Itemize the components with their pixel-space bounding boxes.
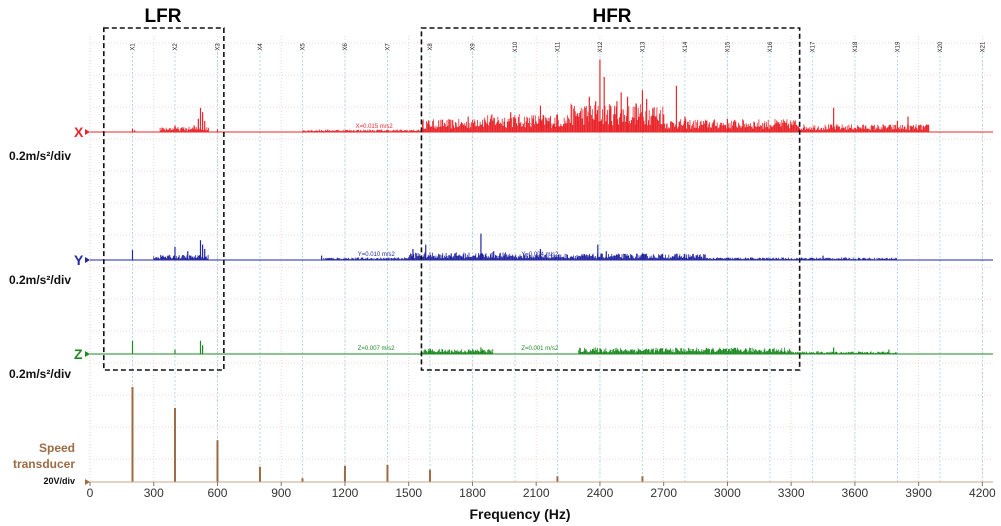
region-boxes [103, 27, 801, 371]
x-tick-label: 1500 [395, 486, 422, 500]
x-tick-label: 2700 [650, 486, 677, 500]
speed-label-line2: transducer [13, 457, 75, 471]
marker-label: X15 [725, 41, 731, 52]
trace-x [85, 59, 993, 135]
x-tick-label: 900 [271, 486, 291, 500]
speed-label-line1: Speed [39, 441, 75, 455]
channel-arrow [85, 479, 90, 485]
marker-label: X6 [343, 43, 349, 51]
marker-label: X14 [683, 41, 689, 52]
region-label-hfr: HFR [592, 6, 631, 27]
x-tick-label: 3600 [842, 486, 869, 500]
x-tick-label: 3300 [778, 486, 805, 500]
marker-label: X20 [938, 41, 944, 52]
x-tick-label: 600 [207, 486, 227, 500]
channel-label-x: X [74, 124, 84, 140]
channel-label-z: Z [74, 346, 83, 362]
trace-annotation: X=0.022 m/s2 [521, 124, 559, 130]
trace-annotation: X=0.015 m/s2 [356, 124, 394, 130]
x-tick-label: 1200 [332, 486, 359, 500]
x-tick-label: 1800 [459, 486, 486, 500]
scale-label-y: 0.2m/s²/div [9, 273, 71, 287]
marker-label: X21 [980, 41, 986, 52]
marker-label: X2 [173, 43, 179, 51]
x-axis-label: Frequency (Hz) [469, 506, 570, 522]
marker-label: X9 [470, 43, 476, 51]
x-tick-label: 4200 [969, 486, 996, 500]
x-tick-label: 3900 [905, 486, 932, 500]
channel-arrow [85, 351, 90, 357]
trace-annotation: Z=0.007 m/s2 [358, 346, 396, 352]
marker-label: X4 [258, 43, 264, 51]
trace-annotation: Z=0.001 m/s2 [521, 346, 559, 352]
x-tick-label: 0 [87, 486, 94, 500]
x-tick-label: 2400 [587, 486, 614, 500]
trace-speed-transducer [85, 387, 993, 485]
noise-floor [421, 347, 897, 354]
marker-label: X5 [300, 43, 306, 51]
marker-label: X7 [385, 43, 391, 51]
speed-scale-label: 20V/div [43, 476, 75, 486]
scale-label-z: 0.2m/s²/div [9, 367, 71, 381]
trace-annotation: Y=0.010 m/s2 [358, 252, 396, 258]
marker-label: X19 [895, 41, 901, 52]
trace-annotations: X=0.015 m/s2 X=0.022 m/s2 Y=0.010 m/s2 Y=0.… [356, 124, 560, 352]
marker-label: X1 [130, 43, 136, 51]
marker-label: X12 [598, 41, 604, 52]
x-tick-label: 300 [144, 486, 164, 500]
trace-y [85, 233, 993, 263]
x-tick-label: 2100 [523, 486, 550, 500]
marker-label: X17 [810, 41, 816, 52]
region-label-lfr: LFR [145, 6, 182, 27]
marker-label: X10 [513, 41, 519, 52]
noise-floor [153, 252, 897, 260]
trace-annotation: Y=0.004 m/s2 [521, 252, 559, 258]
marker-label: X16 [768, 41, 774, 52]
harmonic-markers: X1 X2 X3 X4 X5 X6 X7 X8 X9 X10 X11 X12 X13 X14 X15 X16 X… [130, 41, 986, 482]
channel-label-y: Y [74, 252, 84, 268]
x-tick-label: 3000 [714, 486, 741, 500]
channel-arrow [85, 129, 90, 135]
x-axis: 0 300 600 900 1200 1500 1800 2100 2400 2700 3000 33… [87, 481, 996, 500]
channel-arrow [85, 257, 90, 263]
region-box-lfr [103, 27, 225, 371]
marker-label: X3 [215, 43, 221, 51]
marker-label: X18 [853, 41, 859, 52]
scale-label-x: 0.2m/s²/div [9, 149, 71, 163]
marker-label: X8 [428, 43, 434, 51]
marker-label: X11 [555, 41, 561, 52]
marker-label: X13 [640, 41, 646, 52]
region-box-hfr [420, 27, 801, 371]
